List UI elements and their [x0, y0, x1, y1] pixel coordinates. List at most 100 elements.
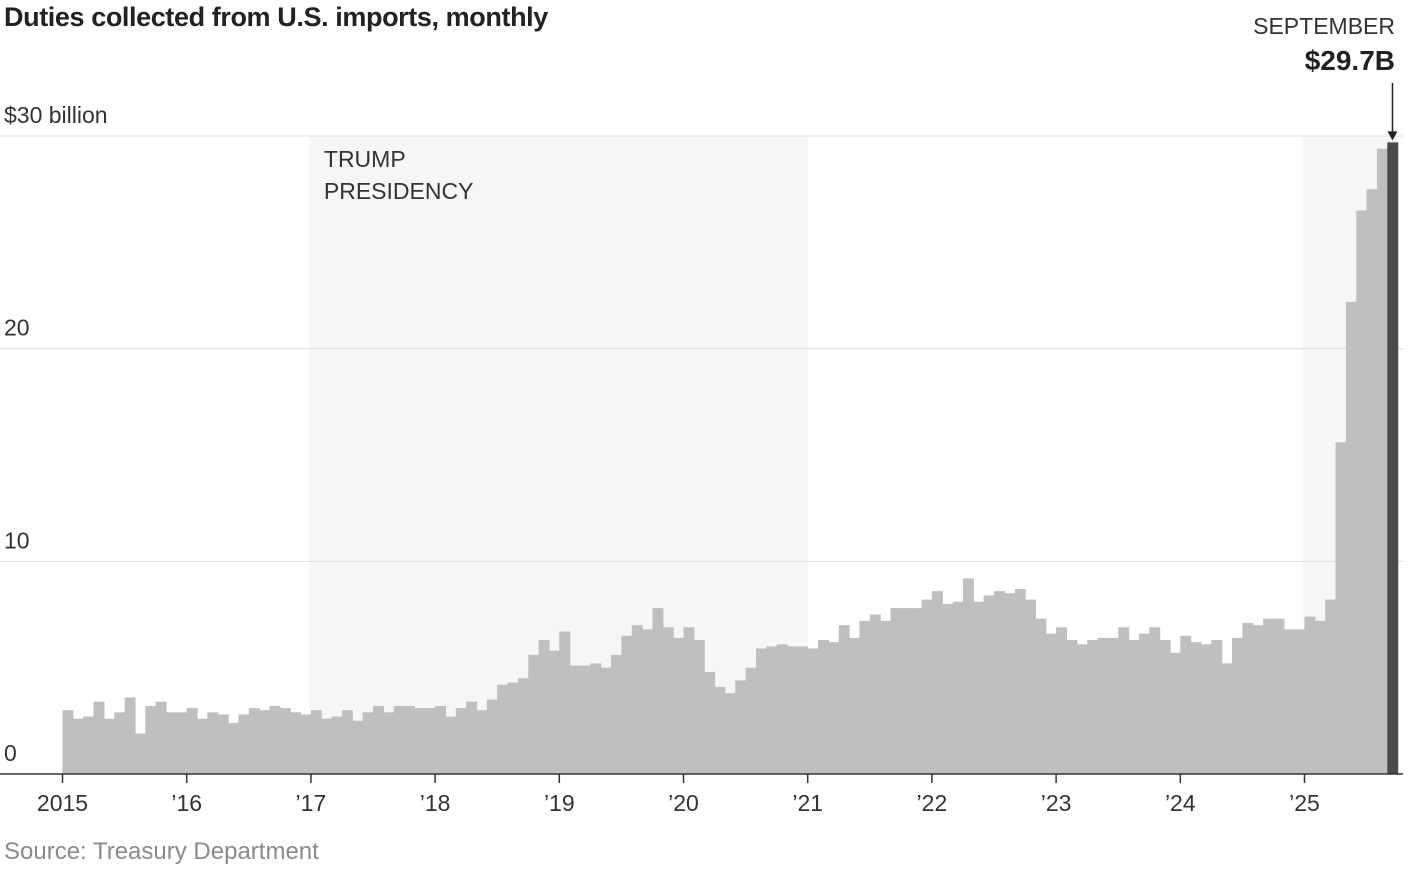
- bar: [1283, 629, 1295, 774]
- bar: [704, 671, 716, 774]
- bar: [1004, 593, 1016, 774]
- bar: [331, 716, 343, 774]
- bar: [1335, 442, 1347, 774]
- bar: [1180, 635, 1192, 774]
- bar: [797, 646, 809, 774]
- bar: [849, 637, 861, 774]
- highlight-arrow-head: [1387, 131, 1398, 141]
- bar: [538, 640, 550, 774]
- bar: [435, 705, 447, 774]
- bar: [642, 629, 654, 774]
- bar: [228, 722, 240, 774]
- bar: [93, 701, 105, 774]
- bar: [611, 654, 622, 774]
- x-tick-label-7: ’22: [917, 790, 948, 816]
- bar: [424, 708, 436, 774]
- bar: [890, 608, 902, 774]
- bar: [404, 705, 415, 774]
- bar: [1201, 644, 1212, 774]
- highlight-label: SEPTEMBER: [1253, 13, 1395, 39]
- bar: [942, 603, 954, 774]
- bar: [776, 644, 788, 774]
- bar: [1376, 148, 1388, 774]
- bar: [1345, 301, 1357, 774]
- bar: [476, 710, 488, 774]
- bar: [1242, 623, 1254, 774]
- bar: [1190, 642, 1202, 774]
- bar: [590, 663, 602, 774]
- bar: [414, 708, 426, 774]
- chart-title: Duties collected from U.S. imports, mont…: [4, 2, 548, 32]
- bar: [859, 620, 871, 774]
- bar: [994, 591, 1005, 774]
- bar: [1097, 637, 1109, 774]
- x-tick-label-5: ’20: [668, 790, 699, 816]
- bar: [683, 627, 695, 774]
- bar: [466, 701, 478, 774]
- bar: [507, 682, 519, 774]
- x-tick-label-10: ’25: [1289, 790, 1320, 816]
- bar: [931, 591, 943, 774]
- bar: [445, 716, 457, 774]
- bar: [145, 705, 157, 774]
- bar: [973, 601, 985, 774]
- bar: [1149, 627, 1161, 774]
- x-tick-label-3: ’18: [420, 790, 451, 816]
- x-tick-label-8: ’23: [1041, 790, 1072, 816]
- bar: [962, 578, 974, 774]
- bar: [1014, 588, 1026, 774]
- bar: [621, 635, 633, 774]
- bar: [238, 714, 250, 774]
- bar: [838, 625, 850, 774]
- bar: [787, 646, 798, 774]
- bar: [755, 648, 767, 774]
- bar: [921, 599, 933, 774]
- y-tick-label-30: $30 billion: [4, 102, 108, 128]
- bar: [1169, 652, 1181, 774]
- bar: [818, 640, 829, 774]
- bar: [828, 642, 840, 774]
- bar: [652, 608, 664, 774]
- bar: [983, 595, 995, 774]
- bar: [1294, 629, 1306, 774]
- bar: [559, 631, 571, 774]
- bar: [341, 710, 353, 774]
- y-tick-label-20: 20: [4, 315, 30, 341]
- x-tick-label-0: 2015: [37, 790, 88, 816]
- bar: [745, 667, 757, 774]
- bar: [900, 608, 912, 774]
- bar: [1211, 640, 1223, 774]
- bar: [1066, 640, 1078, 774]
- bar: [310, 710, 322, 774]
- bar: [807, 648, 819, 774]
- bar: [497, 684, 509, 774]
- bar: [259, 710, 271, 774]
- bar: [72, 718, 84, 774]
- bar: [1035, 618, 1047, 774]
- bar: [83, 716, 95, 774]
- bar: [166, 712, 177, 774]
- bar: [352, 720, 364, 774]
- bar: [528, 654, 540, 774]
- bar: [869, 614, 881, 774]
- bar: [1232, 637, 1243, 774]
- x-tick-label-4: ’19: [544, 790, 575, 816]
- bar: [952, 601, 964, 774]
- bar: [1263, 618, 1275, 774]
- bar: [486, 699, 498, 774]
- bar: [269, 705, 281, 774]
- bar: [134, 733, 146, 774]
- x-tick-label-2: ’17: [296, 790, 327, 816]
- bar: [393, 705, 405, 774]
- bar: [217, 714, 229, 774]
- bar: [207, 712, 219, 774]
- y-tick-label-10: 10: [4, 527, 30, 553]
- bar: [248, 708, 260, 774]
- bar: [1087, 640, 1099, 774]
- bar: [1314, 620, 1326, 774]
- bar: [186, 708, 198, 774]
- y-tick-label-0: 0: [4, 740, 17, 766]
- bar: [580, 665, 591, 774]
- bar: [373, 705, 384, 774]
